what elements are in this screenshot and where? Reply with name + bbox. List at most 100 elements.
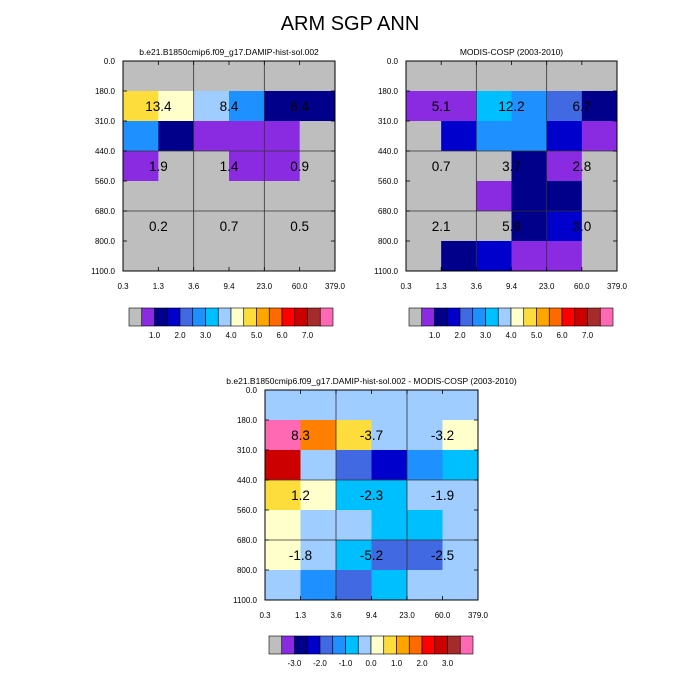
colorbar-label: 2.0	[174, 331, 186, 340]
heatmap-cell	[265, 540, 301, 571]
x-tick-label: 379.0	[325, 282, 346, 291]
x-tick-label: 3.6	[330, 611, 342, 620]
heatmap-cell	[546, 151, 583, 182]
colorbar-swatch	[587, 307, 601, 327]
x-tick-label: 0.3	[117, 282, 129, 291]
heatmap-panel-3: b.e21.B1850cmip6.f09_g17.DAMIP-hist-sol.…	[226, 376, 517, 668]
heatmap-cell	[336, 480, 372, 511]
heatmap-cell	[193, 181, 230, 212]
colorbar-swatch	[434, 307, 448, 327]
colorbar-swatch	[561, 307, 576, 327]
colorbar-label: 3.0	[442, 659, 454, 668]
colorbar-swatch	[192, 307, 206, 327]
heatmap-cell	[265, 390, 301, 421]
colorbar-label: 6.0	[556, 331, 568, 340]
heatmap-cell	[229, 181, 265, 212]
heatmap-cell	[300, 390, 337, 421]
block-value-label: 8.4	[290, 99, 309, 114]
heatmap-cell	[511, 91, 548, 122]
heatmap-cell	[476, 121, 512, 152]
heatmap-cell	[123, 91, 159, 122]
heatmap-cell	[336, 540, 372, 571]
y-tick-label: 0.0	[246, 386, 258, 395]
y-tick-label: 310.0	[378, 117, 399, 126]
heatmap-panel-1: b.e21.B1850cmip6.f09_g17.DAMIP-hist-sol.…	[91, 47, 345, 340]
heatmap-cell	[336, 420, 372, 451]
heatmap-cell	[336, 450, 372, 481]
colorbar-swatch	[268, 307, 283, 327]
heatmap-cell	[407, 570, 443, 601]
y-tick-label: 1100.0	[374, 267, 398, 276]
heatmap-cell	[546, 181, 583, 212]
heatmap-cell	[229, 91, 265, 122]
heatmap-cell	[123, 121, 159, 152]
heatmap-cell	[546, 211, 583, 242]
block-value-label: 3.0	[572, 219, 591, 234]
block-value-label: -2.3	[360, 488, 383, 503]
heatmap-cell	[442, 510, 479, 541]
y-tick-label: 440.0	[237, 476, 258, 485]
colorbar-swatch	[485, 307, 499, 327]
heatmap-cell	[299, 211, 336, 242]
heatmap-cell	[441, 61, 477, 92]
colorbar-swatch	[281, 635, 295, 655]
block-value-label: 0.2	[149, 219, 168, 234]
heatmap-cell	[441, 181, 477, 212]
heatmap-cell	[158, 121, 195, 152]
panel-title: b.e21.B1850cmip6.f09_g17.DAMIP-hist-sol.…	[226, 376, 517, 386]
heatmap-cell	[511, 151, 548, 182]
block-value-label: -1.9	[431, 488, 454, 503]
heatmap-cell	[158, 91, 195, 122]
block-value-label: 1.2	[291, 488, 310, 503]
heatmap-cell	[511, 241, 548, 272]
colorbar-swatch	[179, 307, 194, 327]
heatmap-cell	[441, 211, 477, 242]
y-tick-label: 560.0	[95, 177, 116, 186]
heatmap-cell	[299, 241, 336, 272]
colorbar-swatch	[434, 635, 448, 655]
heatmap-cell	[371, 540, 408, 571]
block-value-label: 3.7	[502, 159, 521, 174]
colorbar-swatch	[141, 307, 155, 327]
x-tick-label: 9.4	[223, 282, 235, 291]
heatmap-cell	[300, 570, 337, 601]
heatmap-cell	[336, 390, 372, 421]
heatmap-cell	[406, 151, 442, 182]
colorbar-swatch	[166, 307, 181, 327]
colorbar-swatch	[408, 307, 423, 327]
heatmap-cell	[581, 211, 618, 242]
colorbar-swatch	[128, 307, 143, 327]
heatmap-cell	[299, 91, 336, 122]
heatmap-cell	[123, 61, 159, 92]
block-value-label: 2.1	[432, 219, 451, 234]
heatmap-cell	[442, 390, 479, 421]
heatmap-cell	[441, 121, 477, 152]
colorbar-swatch	[243, 307, 257, 327]
colorbar-label: 1.0	[391, 659, 403, 668]
block-value-label: 0.5	[290, 219, 309, 234]
x-tick-label: 9.4	[366, 611, 378, 620]
heatmap-cell	[581, 181, 618, 212]
heatmap-cell	[158, 61, 195, 92]
block-value-label: 12.2	[498, 99, 524, 114]
heatmap-cell	[371, 570, 408, 601]
heatmap-cell	[371, 450, 408, 481]
heatmap-cell	[264, 61, 301, 92]
heatmap-cell	[406, 211, 442, 242]
x-tick-label: 1.3	[436, 282, 448, 291]
heatmap-cell	[123, 211, 159, 242]
heatmap-cell	[442, 450, 479, 481]
colorbar-label: 7.0	[582, 331, 594, 340]
heatmap-cell	[371, 420, 408, 451]
colorbar-swatch	[548, 307, 563, 327]
colorbar-swatch	[446, 307, 461, 327]
heatmap-cell	[229, 121, 265, 152]
heatmap-cell	[265, 420, 301, 451]
heatmap-cell	[193, 151, 230, 182]
block-value-label: 8.3	[291, 428, 310, 443]
heatmap-cell	[123, 151, 159, 182]
x-tick-label: 379.0	[468, 611, 489, 620]
y-tick-label: 440.0	[95, 147, 116, 156]
heatmap-cell	[300, 540, 337, 571]
colorbar-swatch	[294, 307, 308, 327]
